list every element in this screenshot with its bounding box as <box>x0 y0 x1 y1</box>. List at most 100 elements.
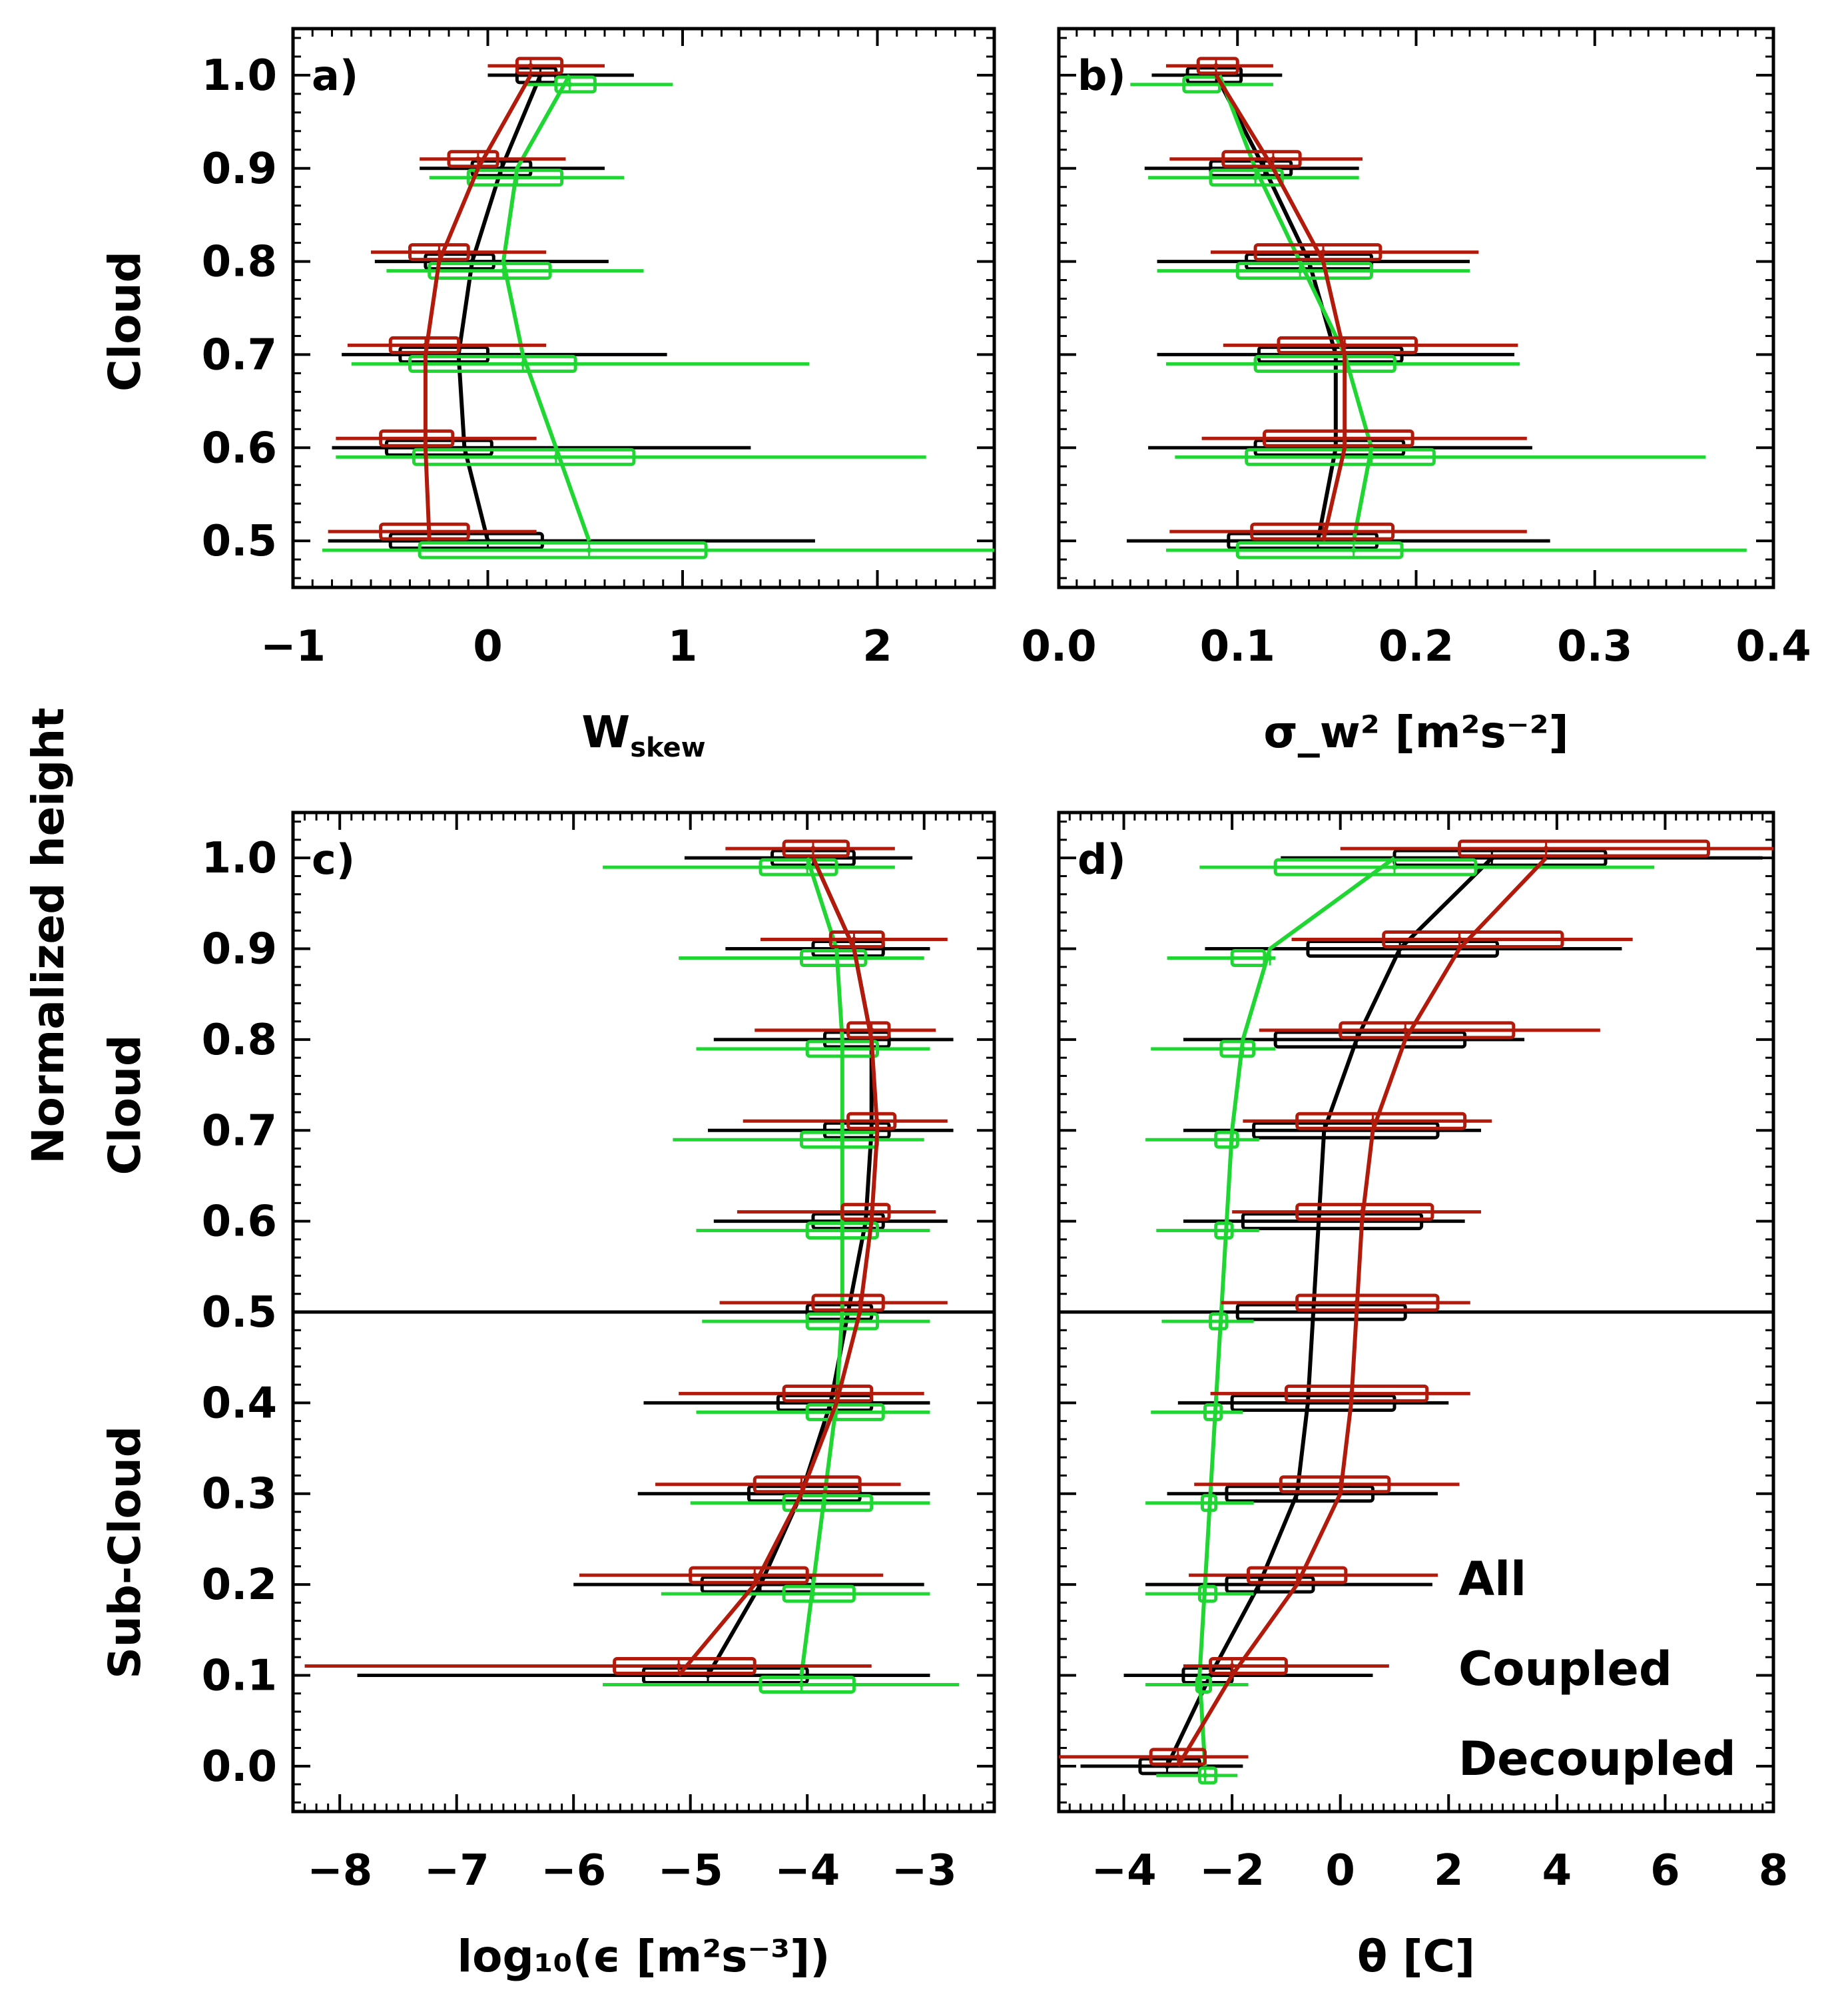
x-axis-title: log₁₀(ϵ [m²s⁻³]) <box>458 1931 830 1982</box>
x-tick-label: 0.3 <box>1557 622 1632 671</box>
x-tick-label: −2 <box>1199 1846 1265 1895</box>
iqr-box <box>1262 429 1414 448</box>
iqr-box <box>398 345 489 364</box>
x-tick-label: −4 <box>774 1846 840 1895</box>
x-tick-label: −3 <box>892 1846 957 1895</box>
iqr-box <box>805 1403 885 1421</box>
iqr-box <box>1253 438 1406 457</box>
y-tick-label: 0.9 <box>202 925 277 974</box>
profile-line <box>1214 74 1338 541</box>
series-decoupled <box>1165 57 1527 541</box>
y-tick-label: 0.8 <box>202 238 277 287</box>
panel-letter: c) <box>312 835 355 884</box>
iqr-box <box>418 541 708 559</box>
profile-line <box>1176 856 1548 1768</box>
panel-letter: a) <box>312 51 358 100</box>
x-tick-label: 8 <box>1759 1846 1789 1895</box>
median-point <box>1297 268 1303 274</box>
legend-coupled: Coupled <box>1458 1642 1672 1696</box>
profile-line <box>1217 74 1374 541</box>
plot-data <box>322 57 994 559</box>
x-tick-label: 0.0 <box>1021 622 1096 671</box>
iqr-box <box>384 438 493 457</box>
iqr-box <box>1230 949 1267 968</box>
median-point <box>1270 156 1276 162</box>
iqr-box <box>1253 243 1383 262</box>
iqr-box <box>1197 1584 1218 1603</box>
x-tick-label: 0 <box>473 622 503 671</box>
legend: All Coupled Decoupled <box>1458 1552 1736 1786</box>
iqr-box <box>428 262 552 280</box>
median-point <box>586 547 592 553</box>
legend-decoupled: Decoupled <box>1458 1732 1736 1786</box>
iqr-box <box>1279 1475 1391 1494</box>
panel-d: −4 −2 0 2 4 6 8 d) θ [C] <box>1057 811 1789 1982</box>
iqr-box <box>811 1293 885 1312</box>
median-point <box>676 1663 682 1669</box>
profile-line <box>677 856 880 1677</box>
iqr-box <box>1209 168 1284 187</box>
series-decoupled <box>328 57 605 541</box>
x-tick-label: 2 <box>862 622 892 671</box>
iqr-box <box>1185 66 1243 85</box>
iqr-box <box>823 1030 891 1049</box>
y-tick-label: 0.8 <box>202 1016 277 1065</box>
plot-frame <box>291 27 996 589</box>
iqr-box <box>1235 541 1404 559</box>
series-all <box>1080 848 1763 1776</box>
iqr-box <box>1339 1021 1516 1040</box>
region-label-cloud: Cloud <box>99 251 151 392</box>
figure-ylabel: Normalized height <box>23 707 74 1164</box>
y-tick-label: 0.2 <box>202 1560 277 1610</box>
iqr-box <box>1197 1766 1218 1785</box>
x-tick-label: 4 <box>1542 1846 1572 1895</box>
iqr-box <box>1219 1040 1256 1058</box>
median-point <box>1321 249 1327 255</box>
iqr-box <box>1227 531 1379 550</box>
iqr-box <box>554 75 597 94</box>
profile-line <box>1197 856 1396 1766</box>
plot-data <box>1126 57 1747 559</box>
iqr-box <box>1273 1030 1467 1049</box>
median-point <box>1253 174 1259 180</box>
x-tick-label: −6 <box>541 1846 606 1895</box>
iqr-box <box>1295 1112 1467 1130</box>
y-tick-label: 1.0 <box>202 834 277 883</box>
profile-line <box>799 857 844 1676</box>
profile-line <box>1214 74 1347 541</box>
plot-data <box>304 839 960 1694</box>
iqr-box <box>379 429 455 448</box>
iqr-box <box>388 531 544 550</box>
iqr-box <box>840 1203 891 1221</box>
iqr-box <box>782 1384 874 1403</box>
iqr-box <box>1230 1393 1396 1412</box>
legend-all: All <box>1458 1552 1526 1606</box>
iqr-box <box>805 1303 874 1321</box>
iqr-box <box>424 252 495 271</box>
x-tick-label: −4 <box>1091 1846 1156 1895</box>
iqr-box <box>1252 1121 1440 1140</box>
iqr-box <box>379 522 470 541</box>
panel-a: −1 0 1 2 0.5 0.6 0.7 0.8 0.9 1.0 a) Wskew Cloud <box>99 27 996 763</box>
x-tick-label: −1 <box>260 622 326 671</box>
median-point <box>1229 1663 1235 1669</box>
y-tick-label: 0.1 <box>202 1651 277 1700</box>
iqr-box <box>1195 1675 1213 1694</box>
median-point <box>810 846 816 852</box>
x-tick-label: 0.2 <box>1379 622 1454 671</box>
iqr-box <box>1273 858 1478 876</box>
region-label-subcloud: Sub-Cloud <box>99 1426 151 1679</box>
series-coupled <box>1145 856 1655 1785</box>
series-decoupled <box>304 839 948 1677</box>
iqr-box <box>1196 57 1239 75</box>
iqr-box <box>689 1566 809 1584</box>
y-tick-label: 0.0 <box>202 1742 277 1792</box>
median-point <box>1456 936 1462 942</box>
profile-line <box>501 74 591 542</box>
series-all <box>328 66 815 550</box>
x-tick-label: 0.1 <box>1200 622 1275 671</box>
iqr-box <box>408 354 577 373</box>
y-tick-label: 0.7 <box>202 1106 277 1156</box>
iqr-box <box>412 448 636 466</box>
